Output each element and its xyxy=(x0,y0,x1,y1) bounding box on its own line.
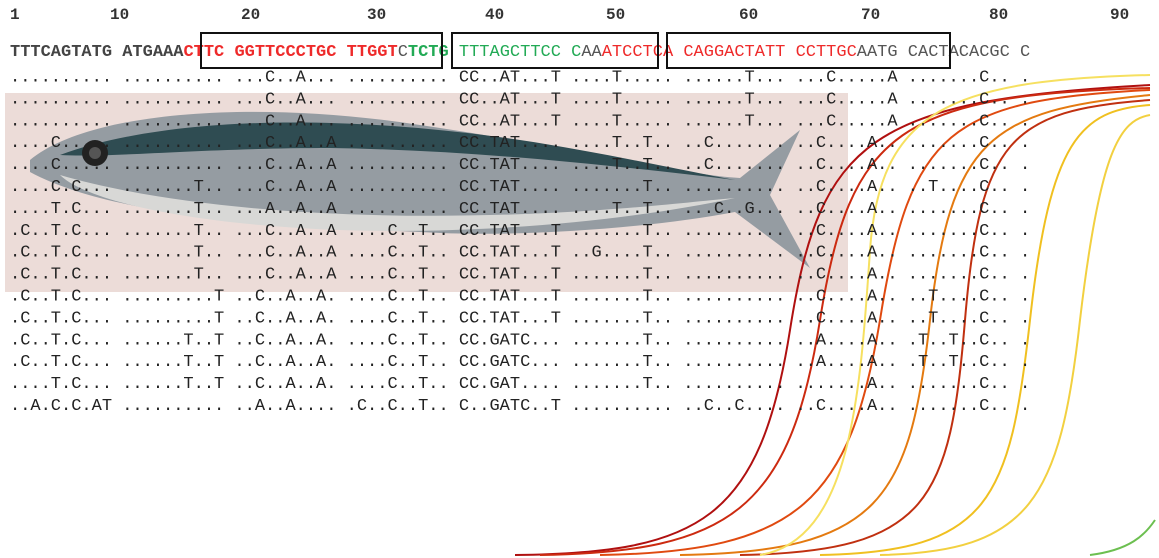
sequence-segment: TTTCAGTATG ATGAAA xyxy=(10,43,184,62)
figure: 1102030405060708090 TTTCAGTATG ATGAAACTT… xyxy=(0,0,1159,558)
position-ruler: 1 10 20 30 40 50 60 70 80 90 xyxy=(10,6,1129,24)
alignment-row: ....T.C... ......T..T ..C..A..A. ....C..… xyxy=(10,375,1030,394)
alignment-row: .......... .......... ...C..A... .......… xyxy=(10,90,1030,109)
alignment-row: .C..T.C... .......T.. ...C..A..A ....C..… xyxy=(10,266,1030,285)
sequence-segment: AATG CACTACACGC C xyxy=(857,43,1030,62)
sequence-segment: CTTC GGTTCCCTGC TTGGT xyxy=(183,43,397,62)
sequence-segment: ATCCTCA CAGGACTATT CCTTGC xyxy=(602,43,857,62)
position-label: 50 xyxy=(606,6,625,24)
position-label: 40 xyxy=(485,6,504,24)
sequence-segment: C xyxy=(398,43,408,62)
position-label: 1 xyxy=(10,6,20,24)
alignment-row: ..A.C.C.AT .......... ..A..A.... .C..C..… xyxy=(10,397,1030,416)
sequence-segment: AA xyxy=(581,43,602,62)
alignment-row: .C..T.C... .........T ..C..A..A. ....C..… xyxy=(10,287,1030,306)
alignment-row: .C..T.C... ......T..T ..C..A..A. ....C..… xyxy=(10,331,1030,350)
position-label: 70 xyxy=(861,6,880,24)
position-label: 10 xyxy=(110,6,129,24)
position-label: 30 xyxy=(367,6,386,24)
alignment-row: .......... .......... ...C..A... .......… xyxy=(10,112,1030,131)
alignment-row: ....C.C... .......T.. ...C..A..A .......… xyxy=(10,178,1030,197)
alignment-row: ....T.C... .......T.. ...A..A..A .......… xyxy=(10,200,1030,219)
reference-sequence: TTTCAGTATG ATGAAACTTC GGTTCCCTGC TTGGTC T… xyxy=(10,43,1030,62)
alignment-row: ....C..... .......... ...C..A..A .......… xyxy=(10,134,1030,153)
alignment-row: .......... .......... ...C..A... .......… xyxy=(10,68,1030,87)
alignment-row: .C..T.C... .......T.. ...C..A..A ....C..… xyxy=(10,222,1030,241)
alignment-row: ....C..... .......... ...C..A..A .......… xyxy=(10,156,1030,175)
alignment-row: .C..T.C... ......T..T ..C..A..A. ....C..… xyxy=(10,353,1030,372)
sequence-segment: TTTAGCTTCC C xyxy=(449,43,582,62)
position-label: 80 xyxy=(989,6,1008,24)
position-label: 90 xyxy=(1110,6,1129,24)
alignment-row: .C..T.C... .........T ..C..A..A. ....C..… xyxy=(10,309,1030,328)
position-label: 60 xyxy=(739,6,758,24)
position-label: 20 xyxy=(241,6,260,24)
alignment-row: .C..T.C... .......T.. ...C..A..A ....C..… xyxy=(10,244,1030,263)
